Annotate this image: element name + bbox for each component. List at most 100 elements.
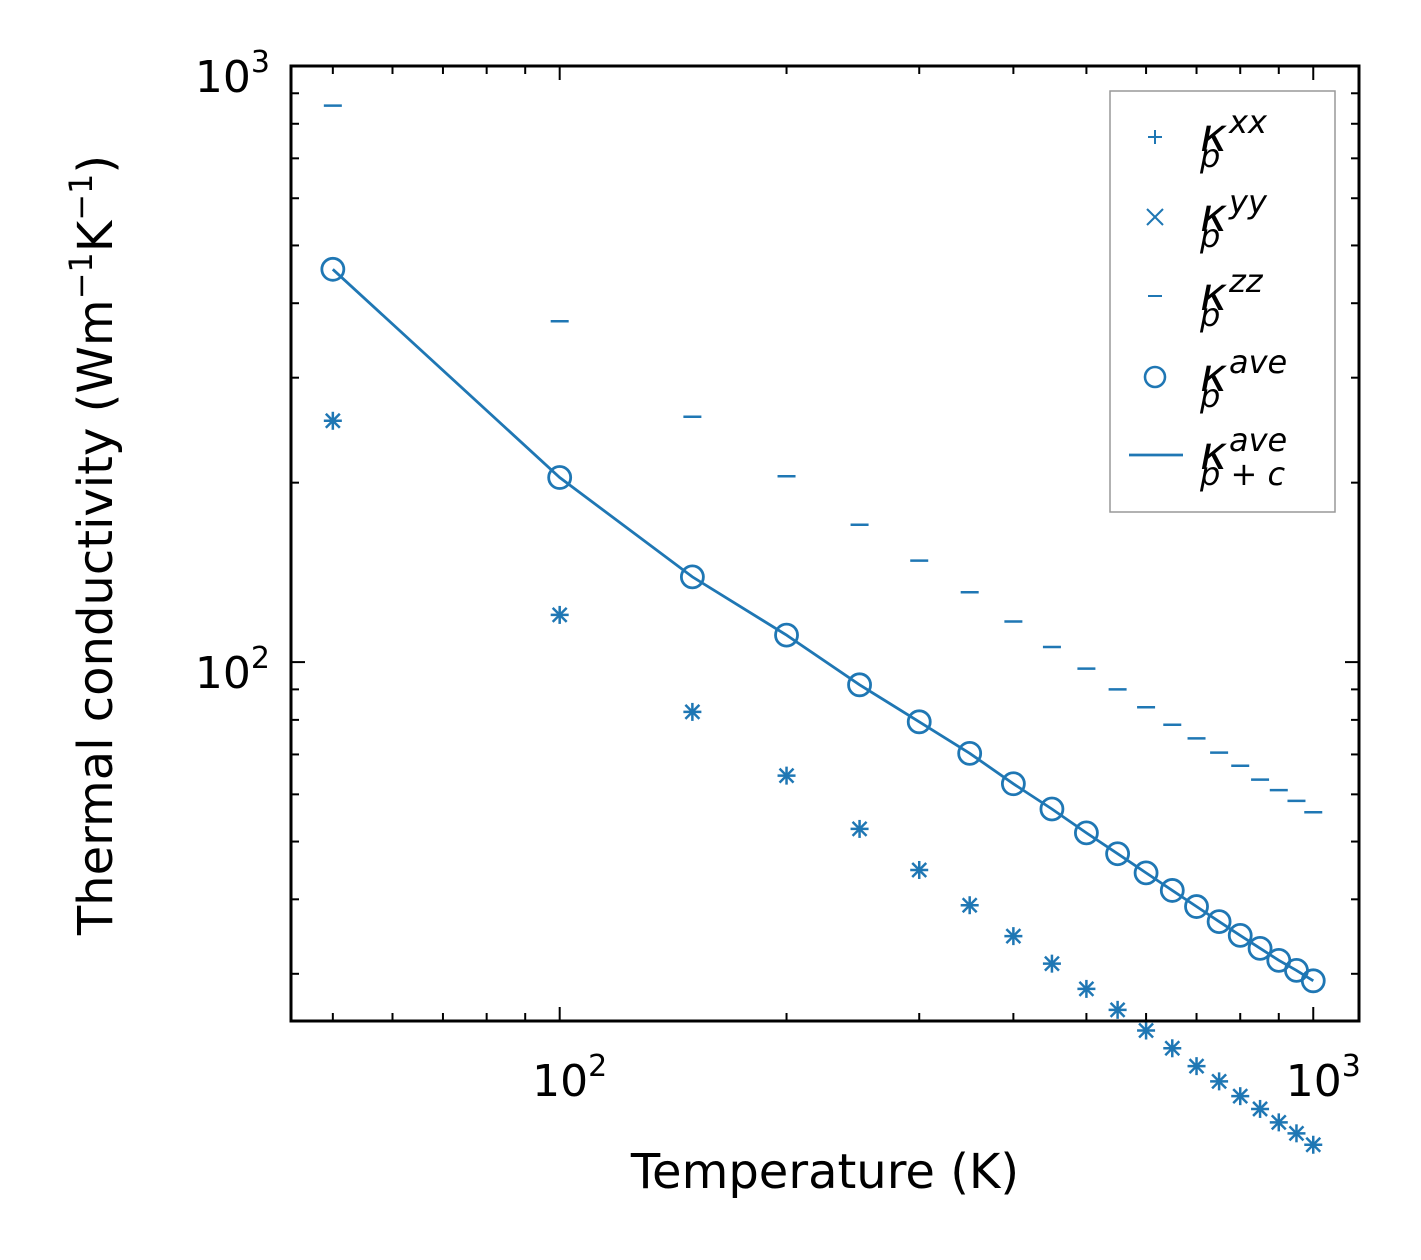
legend-marker-d2 xyxy=(1146,208,1164,226)
point-kyy-d2 xyxy=(1188,1058,1205,1075)
series-kave_pc xyxy=(331,268,1315,982)
point-kyy-d2 xyxy=(1305,1136,1322,1153)
legend-marker-kave xyxy=(1143,365,1167,389)
legend-label-kxx: κxx p xyxy=(1199,103,1268,175)
point-kyy xyxy=(1288,1125,1305,1142)
point-kave xyxy=(547,465,573,490)
series-kzz xyxy=(323,104,1323,814)
point-kyy-d2 xyxy=(851,821,868,837)
point-kyy xyxy=(1109,1001,1126,1018)
point-kyy-d2 xyxy=(1078,981,1095,997)
point-kyy xyxy=(324,412,341,429)
point-kave xyxy=(906,709,932,735)
point-kyy-d2 xyxy=(778,767,795,784)
point-kyy-d2 xyxy=(551,607,568,623)
legend-label-base: κ xyxy=(1200,348,1227,402)
point-kave xyxy=(1300,968,1326,994)
x-tick-label: 103 xyxy=(1286,1049,1361,1107)
data-series xyxy=(320,104,1326,1154)
point-kyy xyxy=(1078,981,1095,997)
legend-label-kave: κave p xyxy=(1199,343,1287,415)
point-kyy xyxy=(961,897,978,914)
point-kyy xyxy=(778,767,795,784)
point-kyy-d2 xyxy=(1252,1101,1268,1117)
point-kave xyxy=(1206,909,1232,935)
point-kave xyxy=(320,256,346,282)
point-kyy xyxy=(1305,1136,1322,1153)
point-kyy-d2 xyxy=(1109,1001,1126,1018)
legend-label-sup: yy xyxy=(1228,183,1268,221)
point-kyy-d2 xyxy=(1138,1022,1154,1039)
legend-marker-kxx xyxy=(1148,130,1162,144)
point-kave xyxy=(1184,894,1209,919)
point-kyy-d2 xyxy=(1270,1114,1287,1131)
legend-label-sub: p xyxy=(1199,377,1220,415)
y-axis-title-main: Thermal conductivity (Wm xyxy=(68,299,124,936)
legend-label-sub: p xyxy=(1199,296,1220,334)
point-kave xyxy=(957,740,983,766)
point-kave xyxy=(1247,935,1273,961)
legend-label-sub: p xyxy=(1199,217,1220,255)
point-kyy xyxy=(1270,1114,1287,1131)
x-tick-label-base: 10 xyxy=(1286,1056,1342,1107)
legend-label-sup: ave xyxy=(1229,421,1287,459)
point-kyy xyxy=(1164,1040,1181,1057)
point-kyy xyxy=(1232,1088,1249,1105)
y-tick-label: 102 xyxy=(195,641,270,699)
point-kave xyxy=(1074,820,1099,846)
y-axis-title-exp2: −1 xyxy=(62,174,100,221)
y-axis-title-mid: K xyxy=(68,219,124,252)
series-line-kave_pc xyxy=(331,268,1315,982)
legend-box xyxy=(1109,90,1336,513)
point-kyy xyxy=(1138,1022,1154,1039)
plot-frame xyxy=(289,64,1361,1023)
point-kyy xyxy=(851,821,868,837)
point-kyy xyxy=(1005,928,1022,945)
point-kave xyxy=(1133,860,1159,886)
point-kave xyxy=(1105,841,1131,867)
point-kyy xyxy=(551,607,568,623)
point-kyy-d2 xyxy=(1005,928,1022,945)
point-kave xyxy=(679,564,705,590)
point-kyy xyxy=(1044,955,1060,972)
x-axis-title: Temperature (K) xyxy=(630,1144,1019,1200)
legend-label-sup: zz xyxy=(1228,262,1264,300)
point-kave xyxy=(1000,771,1026,797)
legend-label-base: κ xyxy=(1200,426,1227,480)
y-tick-label-base: 10 xyxy=(195,648,251,699)
legend-label-sup: xx xyxy=(1228,103,1268,141)
point-kyy-d2 xyxy=(1232,1088,1249,1105)
y-tick-label-exp: 3 xyxy=(251,45,270,80)
point-kyy-d2 xyxy=(684,704,701,720)
y-tick-label: 103 xyxy=(195,45,270,103)
point-kyy xyxy=(1188,1058,1205,1075)
point-kave xyxy=(774,622,799,648)
y-axis-title: Thermal conductivity (Wm−1K−1) xyxy=(62,155,124,936)
point-kyy xyxy=(1211,1073,1227,1090)
point-kave xyxy=(1159,878,1185,903)
legend-label-base: κ xyxy=(1200,108,1227,162)
point-kyy-d2 xyxy=(324,412,341,429)
x-tick-label-exp: 3 xyxy=(1342,1049,1361,1084)
point-kave xyxy=(847,672,872,698)
point-kyy-d2 xyxy=(911,862,928,878)
point-kyy-d2 xyxy=(1044,955,1060,972)
y-axis-title-exp1: −1 xyxy=(62,252,100,299)
legend-label-kave_pc: κave p + c xyxy=(1199,421,1287,493)
point-kave xyxy=(1227,922,1253,948)
point-kyy-d2 xyxy=(1211,1073,1227,1090)
point-kyy xyxy=(911,862,928,878)
y-tick-label-base: 10 xyxy=(195,52,251,103)
legend-label-base: κ xyxy=(1200,188,1227,242)
point-kave xyxy=(1039,796,1065,822)
legend-label-sub: p + c xyxy=(1199,455,1285,493)
legend-marker-kyy xyxy=(1146,208,1164,226)
point-kyy xyxy=(1252,1101,1268,1117)
legend-label-base: κ xyxy=(1200,267,1227,321)
legend-label-kyy: κyy p xyxy=(1199,183,1268,255)
point-kyy xyxy=(684,704,701,720)
legend-label-sup: ave xyxy=(1229,343,1287,381)
